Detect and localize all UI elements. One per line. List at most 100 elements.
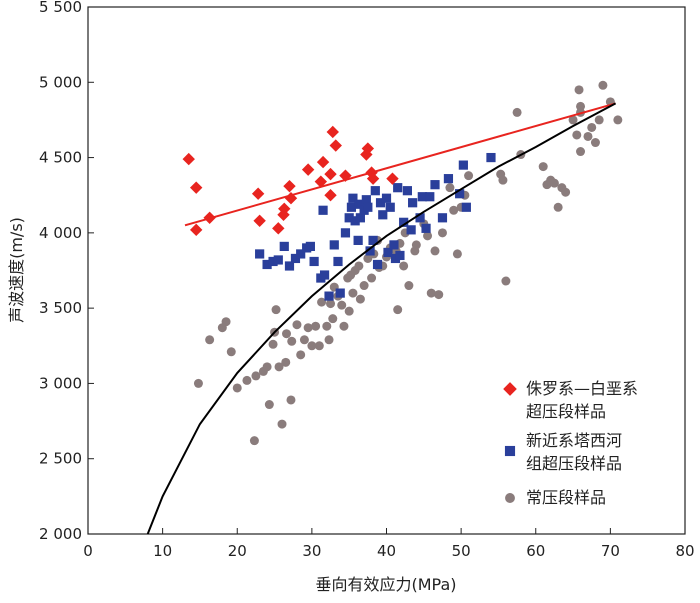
circle-point xyxy=(326,299,336,309)
fit-lines xyxy=(146,102,617,535)
square-point xyxy=(329,240,339,250)
legend-label: 常压段样品 xyxy=(526,488,606,507)
y-tick-label: 5 000 xyxy=(39,73,82,91)
diamond-point xyxy=(190,181,203,194)
x-tick-label: 70 xyxy=(601,542,620,560)
y-tick-label: 3 500 xyxy=(39,299,82,317)
circle-point xyxy=(411,240,421,250)
square-point xyxy=(279,241,289,252)
diamond-point xyxy=(324,189,337,202)
circle-point xyxy=(277,419,287,429)
x-tick-label: 30 xyxy=(302,542,321,560)
square-point xyxy=(346,202,357,212)
black-fit-curve xyxy=(146,102,617,535)
square-point xyxy=(354,199,364,209)
diamond-point xyxy=(329,139,342,152)
circle-point xyxy=(232,383,242,393)
square-point xyxy=(383,247,393,258)
legend-marker-square xyxy=(504,445,516,457)
circle-point xyxy=(339,321,349,331)
square-point xyxy=(318,205,328,215)
data-points xyxy=(182,80,623,446)
x-tick-label: 0 xyxy=(83,542,93,560)
circle-point xyxy=(538,162,548,172)
square-point xyxy=(437,213,448,223)
square-point xyxy=(355,213,365,223)
diamond-point xyxy=(301,163,315,176)
square-point xyxy=(284,261,295,271)
square-point xyxy=(421,223,431,233)
circle-point xyxy=(292,320,302,330)
circle-point xyxy=(452,249,462,259)
x-tick-label: 50 xyxy=(452,542,471,560)
circle-point xyxy=(464,171,474,181)
circle-point xyxy=(337,300,347,310)
circle-point xyxy=(399,261,409,271)
square-point xyxy=(335,288,345,298)
square-point xyxy=(408,198,418,208)
circle-point xyxy=(449,205,459,215)
circle-point xyxy=(590,138,600,148)
square-point xyxy=(368,235,378,245)
square-point xyxy=(385,202,395,212)
legend-label: 超压段样品 xyxy=(526,402,606,421)
circle-point xyxy=(367,273,377,283)
square-point xyxy=(290,253,301,264)
diamond-point xyxy=(314,175,328,188)
square-point xyxy=(273,255,283,265)
square-point xyxy=(455,189,465,199)
diamond-point xyxy=(277,208,290,221)
circle-point xyxy=(282,329,292,339)
circle-point xyxy=(242,375,252,385)
circle-point xyxy=(314,341,324,351)
circle-point xyxy=(572,130,582,140)
x-tick-label: 40 xyxy=(377,542,396,560)
circle-point xyxy=(594,115,604,125)
circle-point xyxy=(574,85,584,95)
circle-point xyxy=(549,178,559,188)
circle-point xyxy=(437,228,447,238)
circle-point xyxy=(355,294,365,304)
circle-point xyxy=(296,350,306,360)
circle-point xyxy=(501,276,511,286)
circle-point xyxy=(344,306,354,316)
square-point xyxy=(363,202,373,212)
circle-point xyxy=(445,183,455,193)
circle-point xyxy=(262,362,272,372)
y-tick-label: 2 000 xyxy=(39,525,82,543)
square-point xyxy=(486,152,496,163)
x-axis-label: 垂向有效应力(MPa) xyxy=(315,575,456,594)
circle-point xyxy=(286,395,296,405)
y-tick-label: 4 000 xyxy=(39,224,82,242)
diamond-point xyxy=(326,125,339,139)
square-point xyxy=(415,213,425,223)
circle-point xyxy=(404,281,414,291)
square-point xyxy=(402,186,412,196)
circle-point xyxy=(221,317,231,327)
circle-point xyxy=(307,341,317,351)
square-point xyxy=(296,249,306,259)
square-point xyxy=(333,256,343,267)
legend-label: 侏罗系—白垩系 xyxy=(526,379,638,398)
diamond-point xyxy=(283,179,296,193)
circle-point xyxy=(251,371,261,381)
circle-point xyxy=(568,115,578,125)
circle-point xyxy=(274,362,284,372)
legend-marker-circle xyxy=(505,493,515,503)
diamond-point xyxy=(324,167,337,181)
x-tick-label: 10 xyxy=(153,542,172,560)
square-point xyxy=(399,217,409,227)
square-point xyxy=(361,195,371,205)
circle-point xyxy=(193,378,203,388)
circle-point xyxy=(287,336,297,346)
square-point xyxy=(319,270,330,280)
circle-point xyxy=(324,335,334,345)
square-point xyxy=(344,213,354,223)
y-axis-ticks: 2 000 2 500 3 000 3 500 4 000 4 500 5 000 5 500 xyxy=(39,0,94,543)
circle-point xyxy=(359,281,369,291)
square-point xyxy=(268,256,278,267)
circle-point xyxy=(271,305,281,315)
red-fit-line xyxy=(184,102,616,227)
